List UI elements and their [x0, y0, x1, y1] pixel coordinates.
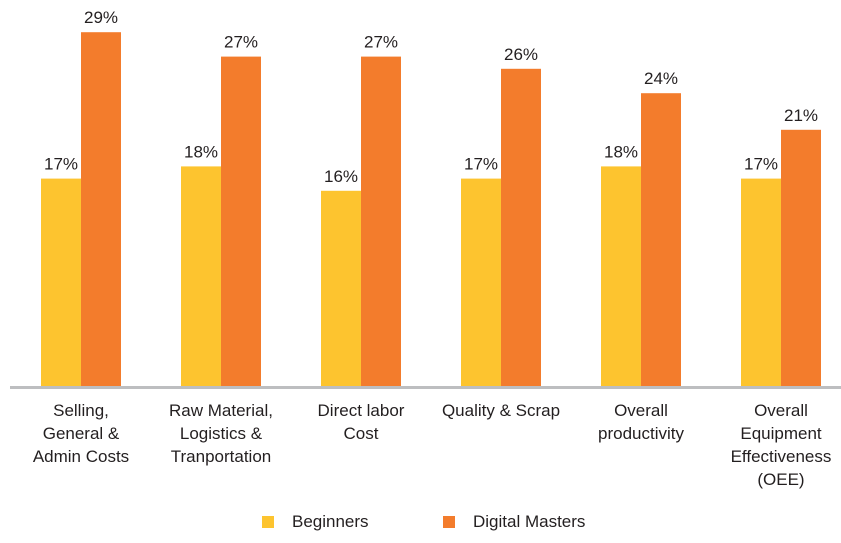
value-label-beginners-5: 17%	[744, 155, 778, 174]
category-label-5-line-3: (OEE)	[757, 470, 804, 489]
value-label-digital-masters-5: 21%	[784, 106, 818, 125]
bar-digital-masters-2	[361, 56, 401, 386]
value-label-beginners-1: 18%	[184, 142, 218, 161]
category-label-4-line-1: productivity	[598, 424, 684, 443]
category-label-3-line-0: Quality & Scrap	[442, 401, 560, 420]
value-label-digital-masters-1: 27%	[224, 33, 258, 52]
category-label-5-line-0: Overall	[754, 401, 808, 420]
bar-beginners-3	[461, 178, 501, 386]
category-labels-group: Selling, General & Admin Costs Raw Material…	[33, 401, 832, 489]
category-label-0-line-1: General &	[43, 424, 120, 443]
legend: Beginners Digital Masters	[0, 512, 841, 536]
category-label-2-line-1: Cost	[344, 424, 379, 443]
bar-beginners-2	[321, 190, 361, 386]
category-label-4-line-0: Overall	[614, 401, 668, 420]
category-label-1-line-1: Logistics &	[180, 424, 263, 443]
bar-beginners-4	[601, 166, 641, 386]
value-label-beginners-3: 17%	[464, 155, 498, 174]
category-label-0-line-0: Selling,	[53, 401, 109, 420]
legend-label-beginners: Beginners	[292, 512, 369, 531]
bar-chart: 17% 29% 18% 27% 16% 27% 17% 26% 18% 24% 17% 21% Sel…	[10, 8, 841, 489]
value-label-beginners-0: 17%	[44, 155, 78, 174]
legend-item-digital-masters: Digital Masters	[443, 512, 585, 532]
value-label-beginners-2: 16%	[324, 167, 358, 186]
legend-swatch-digital-masters	[443, 516, 455, 528]
bar-digital-masters-3	[501, 68, 541, 387]
category-label-5-line-2: Effectiveness	[731, 447, 832, 466]
category-label-1-line-0: Raw Material,	[169, 401, 273, 420]
value-label-digital-masters-4: 24%	[644, 69, 678, 88]
value-label-digital-masters-2: 27%	[364, 33, 398, 52]
bars-group	[41, 32, 821, 387]
category-label-1-line-2: Tranportation	[171, 447, 271, 466]
value-label-digital-masters-0: 29%	[84, 8, 118, 27]
legend-item-beginners: Beginners	[262, 512, 369, 532]
bar-digital-masters-4	[641, 93, 681, 386]
bar-beginners-1	[181, 166, 221, 386]
value-label-digital-masters-3: 26%	[504, 45, 538, 64]
legend-label-digital-masters: Digital Masters	[473, 512, 586, 531]
category-label-2-line-0: Direct labor	[318, 401, 405, 420]
value-label-beginners-4: 18%	[604, 142, 638, 161]
category-label-5-line-1: Equipment	[740, 424, 822, 443]
bar-beginners-0	[41, 178, 81, 386]
bar-digital-masters-5	[781, 129, 821, 387]
bar-beginners-5	[741, 178, 781, 386]
bar-digital-masters-0	[81, 32, 121, 386]
category-label-0-line-2: Admin Costs	[33, 447, 129, 466]
bar-digital-masters-1	[221, 56, 261, 386]
value-labels-group: 17% 29% 18% 27% 16% 27% 17% 26% 18% 24% 17% 21%	[44, 8, 818, 186]
legend-swatch-beginners	[262, 516, 274, 528]
